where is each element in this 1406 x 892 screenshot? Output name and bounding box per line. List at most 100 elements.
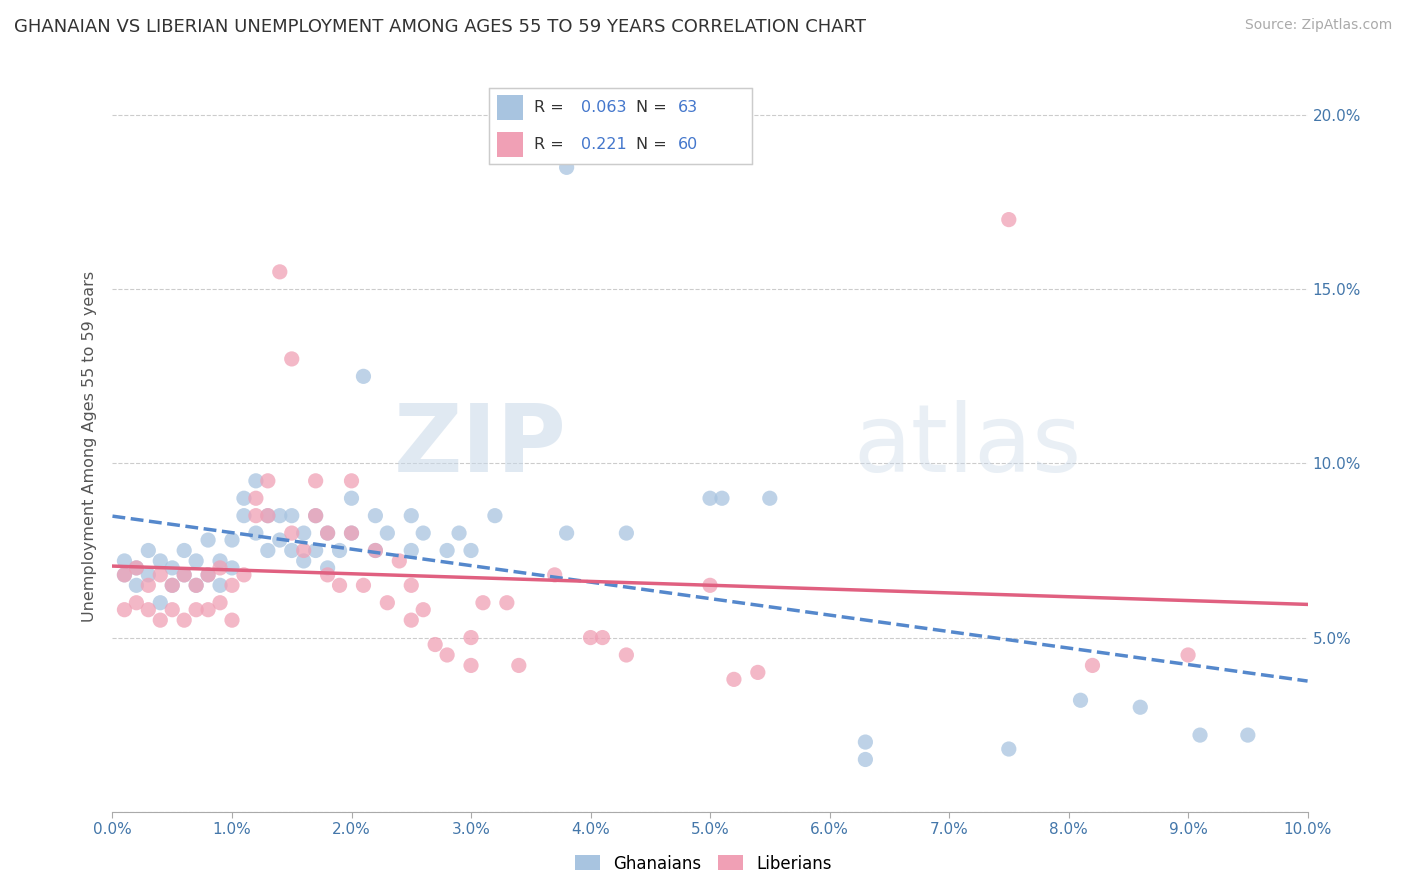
Text: ZIP: ZIP (394, 400, 567, 492)
Point (173, 567, 195, 582)
Point (484, 508, 506, 523)
Point (173, 567, 195, 582)
Point (233, 508, 256, 523)
Point (998, 212, 1021, 227)
Point (723, 673, 745, 687)
Point (401, 508, 423, 523)
Point (305, 508, 328, 523)
Point (364, 543, 387, 558)
Point (1081, 658, 1104, 673)
Point (555, 161, 578, 175)
Point (460, 543, 482, 558)
Point (149, 613, 172, 627)
Text: atlas: atlas (853, 400, 1081, 492)
Point (508, 658, 530, 673)
Point (316, 561, 339, 575)
Point (353, 369, 375, 384)
Y-axis label: Unemployment Among Ages 55 to 59 years: Unemployment Among Ages 55 to 59 years (82, 270, 97, 622)
Point (316, 526, 339, 541)
Point (292, 526, 315, 541)
Point (316, 567, 339, 582)
Point (340, 491, 363, 506)
Point (340, 526, 363, 541)
Point (162, 561, 183, 575)
Point (281, 543, 304, 558)
Point (233, 567, 256, 582)
Point (138, 578, 160, 592)
Point (292, 543, 315, 558)
Point (377, 596, 399, 610)
Point (162, 578, 183, 592)
Point (1070, 693, 1092, 707)
Point (449, 526, 471, 541)
Point (209, 578, 232, 592)
Point (555, 526, 578, 541)
Point (114, 567, 135, 582)
Point (209, 561, 232, 575)
Point (173, 543, 195, 558)
Point (197, 533, 219, 547)
Point (305, 508, 328, 523)
Point (197, 567, 219, 582)
Point (855, 735, 877, 749)
Point (401, 578, 423, 592)
Point (281, 508, 304, 523)
Point (257, 543, 280, 558)
Point (245, 474, 267, 488)
Point (711, 491, 734, 506)
Point (616, 526, 638, 541)
Point (245, 508, 267, 523)
Point (412, 526, 434, 541)
Point (186, 578, 208, 592)
Point (699, 491, 721, 506)
Point (138, 543, 160, 558)
Point (245, 491, 267, 506)
Point (412, 603, 434, 617)
Legend: Ghanaians, Liberians: Ghanaians, Liberians (568, 848, 838, 880)
Point (592, 631, 614, 645)
Point (221, 578, 243, 592)
Text: Source: ZipAtlas.com: Source: ZipAtlas.com (1244, 18, 1392, 32)
Point (245, 526, 267, 541)
Point (257, 508, 280, 523)
Point (436, 543, 458, 558)
Point (329, 543, 352, 558)
Point (329, 578, 352, 592)
Point (114, 554, 135, 568)
Point (162, 578, 183, 592)
Point (579, 631, 602, 645)
Point (173, 613, 195, 627)
Point (125, 596, 148, 610)
Point (281, 526, 304, 541)
Point (472, 596, 495, 610)
Point (197, 567, 219, 582)
Point (316, 526, 339, 541)
Point (125, 561, 148, 575)
Point (543, 567, 565, 582)
Point (401, 613, 423, 627)
Point (425, 638, 447, 652)
Point (114, 603, 135, 617)
Point (221, 561, 243, 575)
Point (209, 596, 232, 610)
Point (305, 543, 328, 558)
Point (125, 578, 148, 592)
Point (1189, 728, 1212, 742)
Point (699, 578, 721, 592)
Text: GHANAIAN VS LIBERIAN UNEMPLOYMENT AMONG AGES 55 TO 59 YEARS CORRELATION CHART: GHANAIAN VS LIBERIAN UNEMPLOYMENT AMONG … (14, 18, 866, 36)
Point (305, 474, 328, 488)
Point (460, 658, 482, 673)
Point (257, 508, 280, 523)
Point (114, 567, 135, 582)
Point (340, 474, 363, 488)
Point (186, 578, 208, 592)
Point (197, 603, 219, 617)
Point (269, 265, 291, 279)
Point (1177, 648, 1199, 662)
Point (162, 603, 183, 617)
Point (436, 648, 458, 662)
Point (998, 742, 1021, 756)
Point (747, 665, 769, 680)
Point (759, 491, 782, 506)
Point (221, 613, 243, 627)
